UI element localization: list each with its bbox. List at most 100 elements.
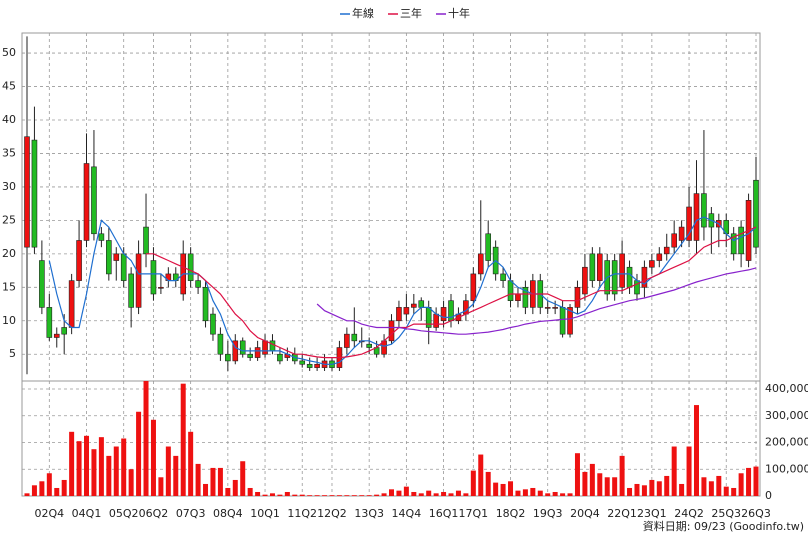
- legend-label: 年線: [352, 6, 374, 20]
- volume-bar: [344, 495, 350, 496]
- volume-bar: [113, 446, 119, 496]
- volume-bar: [478, 454, 484, 496]
- candle-body: [626, 266, 633, 288]
- candle-body: [195, 280, 201, 288]
- volume-bar: [240, 461, 246, 496]
- y2-tick-label: 0: [765, 489, 772, 502]
- candle-body: [113, 253, 120, 261]
- volume-bar: [255, 491, 261, 496]
- volume-bar: [84, 435, 90, 496]
- candle-body: [611, 260, 618, 295]
- candle-body: [150, 260, 157, 295]
- candle-body: [239, 340, 246, 355]
- volume-bar: [746, 467, 752, 496]
- candle-body: [217, 333, 224, 355]
- candle-body: [686, 206, 692, 241]
- volume-bar: [389, 489, 394, 496]
- y-tick-label: 40: [2, 113, 16, 126]
- volume-bar: [24, 493, 30, 496]
- candle-body: [76, 240, 82, 281]
- volume-bar: [604, 477, 610, 496]
- candle-body: [143, 226, 149, 255]
- volume-bar: [46, 473, 52, 496]
- candle-body: [440, 307, 447, 322]
- volume-bar: [738, 473, 744, 496]
- volume-bar: [351, 495, 357, 496]
- candle-body: [202, 287, 209, 322]
- volume-bar: [597, 473, 603, 496]
- x-tick-label: 05Q2: [109, 507, 139, 520]
- candle-body: [135, 253, 142, 308]
- candle-body: [522, 287, 529, 308]
- candle-body: [582, 266, 588, 295]
- volume-bar: [470, 470, 476, 496]
- y-tick-label: 25: [2, 213, 16, 226]
- volume-bar: [158, 477, 164, 496]
- candle-body: [433, 313, 439, 328]
- candle-body: [753, 179, 759, 248]
- candle-body: [574, 287, 581, 308]
- volume-bar: [731, 487, 737, 496]
- candle-body: [31, 139, 38, 248]
- volume-bar: [329, 495, 335, 496]
- candle-body: [344, 333, 350, 348]
- x-tick-label: 11Q2: [287, 507, 317, 520]
- candle-body: [507, 280, 514, 301]
- candle-body: [500, 273, 506, 281]
- candle-body: [701, 193, 707, 228]
- candle-body: [663, 246, 670, 255]
- x-tick-label: 14Q4: [392, 507, 422, 520]
- volume-bar: [433, 493, 439, 496]
- candle-body: [693, 193, 700, 241]
- candle-body: [730, 233, 737, 255]
- y-tick-label: 50: [2, 46, 16, 59]
- volume-bar: [522, 489, 528, 496]
- candle-body: [210, 313, 216, 335]
- x-tick-label: 20Q4: [570, 507, 600, 520]
- volume-bar: [753, 466, 759, 496]
- candle-body: [477, 253, 484, 275]
- volume-bar: [641, 485, 647, 496]
- candle-body: [306, 363, 313, 368]
- volume-bar: [188, 431, 194, 496]
- candle-body: [641, 266, 648, 288]
- volume-bar: [247, 487, 253, 496]
- candle-body: [515, 293, 521, 301]
- x-tick-label: 10Q1: [250, 507, 280, 520]
- volume-bar: [128, 469, 134, 496]
- volume-bar: [232, 479, 238, 496]
- volume-bar: [39, 481, 45, 496]
- volume-bar: [664, 475, 670, 496]
- y-tick-label: 5: [9, 347, 16, 360]
- y2-tick-label: 300,000: [765, 409, 808, 422]
- y-tick-label: 30: [2, 180, 16, 193]
- volume-bar: [530, 487, 536, 496]
- volume-bar: [485, 471, 491, 496]
- volume-bar: [693, 405, 699, 496]
- volume-bar: [582, 471, 588, 496]
- volume-bar: [307, 495, 313, 496]
- volume-bar: [671, 446, 677, 496]
- candle-body: [552, 307, 558, 309]
- volume-bar: [173, 455, 179, 496]
- candle-body: [247, 353, 253, 358]
- candle-body: [232, 340, 239, 362]
- candle-body: [671, 233, 677, 248]
- volume-bar: [150, 419, 156, 496]
- x-tick-label: 18Q2: [496, 507, 526, 520]
- volume-bar: [31, 485, 37, 496]
- candle-body: [470, 273, 477, 301]
- candle-body: [567, 307, 573, 335]
- candle-body: [396, 307, 402, 322]
- volume-bar: [165, 446, 171, 496]
- volume-bar: [627, 487, 633, 496]
- candle-body: [106, 240, 112, 275]
- volume-bar: [180, 383, 186, 496]
- volume-bar: [701, 477, 707, 496]
- x-tick-label: 06Q2: [139, 507, 169, 520]
- volume-bar: [374, 494, 380, 496]
- candle-body: [254, 347, 261, 358]
- volume-bar: [98, 437, 104, 496]
- candle-body: [24, 136, 30, 248]
- volume-bar: [574, 453, 580, 496]
